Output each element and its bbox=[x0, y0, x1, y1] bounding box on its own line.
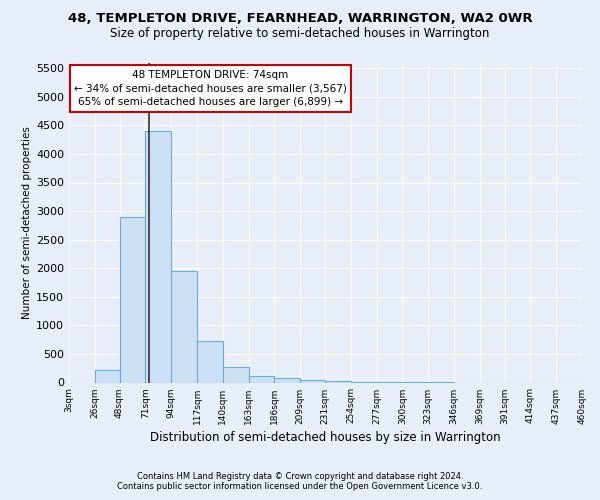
Bar bbox=[248, 376, 274, 382]
Bar bbox=[223, 366, 248, 382]
Bar bbox=[171, 271, 197, 382]
Y-axis label: Number of semi-detached properties: Number of semi-detached properties bbox=[22, 126, 32, 319]
Bar bbox=[95, 370, 119, 382]
Bar bbox=[274, 378, 300, 382]
Text: Contains public sector information licensed under the Open Government Licence v3: Contains public sector information licen… bbox=[118, 482, 482, 491]
Text: ← 34% of semi-detached houses are smaller (3,567): ← 34% of semi-detached houses are smalle… bbox=[74, 84, 347, 94]
Bar bbox=[300, 380, 325, 382]
Text: 65% of semi-detached houses are larger (6,899) →: 65% of semi-detached houses are larger (… bbox=[77, 97, 343, 107]
Bar bbox=[145, 131, 171, 382]
Text: Size of property relative to semi-detached houses in Warrington: Size of property relative to semi-detach… bbox=[110, 28, 490, 40]
Text: Contains HM Land Registry data © Crown copyright and database right 2024.: Contains HM Land Registry data © Crown c… bbox=[137, 472, 463, 481]
Bar bbox=[325, 381, 351, 382]
FancyBboxPatch shape bbox=[70, 65, 351, 112]
Bar bbox=[119, 217, 145, 382]
Text: 48, TEMPLETON DRIVE, FEARNHEAD, WARRINGTON, WA2 0WR: 48, TEMPLETON DRIVE, FEARNHEAD, WARRINGT… bbox=[68, 12, 532, 26]
X-axis label: Distribution of semi-detached houses by size in Warrington: Distribution of semi-detached houses by … bbox=[150, 430, 501, 444]
Text: 48 TEMPLETON DRIVE: 74sqm: 48 TEMPLETON DRIVE: 74sqm bbox=[132, 70, 288, 80]
Bar bbox=[197, 341, 223, 382]
